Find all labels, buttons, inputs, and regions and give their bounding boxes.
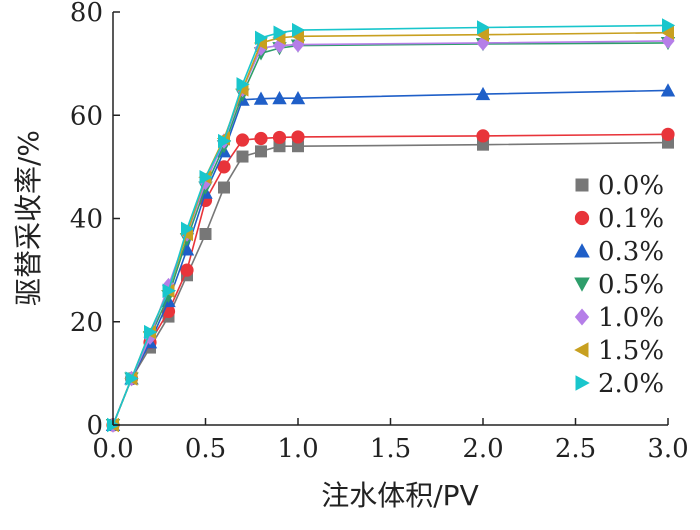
data-point: [292, 140, 304, 153]
data-point: [292, 22, 306, 38]
data-point: [199, 170, 213, 185]
legend-marker: [575, 375, 590, 391]
data-point: [272, 130, 287, 145]
data-point: [218, 133, 232, 149]
legend-label: 0.0%: [598, 171, 664, 201]
data-point: [236, 77, 250, 92]
series-line: [112, 89, 669, 426]
data-point: [254, 131, 268, 146]
y-tick-label: 40: [70, 205, 103, 235]
data-point: [662, 18, 676, 33]
legend-label: 0.1%: [598, 204, 664, 234]
legend-label: 0.3%: [598, 237, 664, 267]
data-point: [660, 83, 676, 97]
data-point: [181, 221, 195, 237]
series-line: [112, 24, 669, 426]
data-point: [218, 181, 230, 194]
x-tick-label: 0.0: [92, 434, 133, 464]
legend-label: 1.5%: [598, 336, 664, 366]
legend-marker: [574, 210, 590, 226]
legend-marker: [574, 308, 590, 326]
data-point: [162, 283, 176, 298]
data-point: [475, 27, 489, 42]
data-point: [199, 227, 212, 240]
data-point: [475, 86, 491, 101]
data-point: [290, 91, 306, 105]
data-point: [255, 30, 269, 46]
series-layer: [105, 18, 676, 433]
data-point: [476, 129, 490, 143]
data-point: [291, 130, 305, 144]
data-point: [217, 160, 231, 174]
legend: 0.0%0.1%0.3%0.5%1.0%1.5%2.0%: [574, 171, 664, 399]
data-point: [477, 20, 491, 35]
data-point: [125, 371, 139, 386]
data-point: [253, 91, 269, 105]
data-point: [198, 174, 213, 191]
y-tick-label: 60: [70, 101, 103, 131]
legend-marker: [574, 277, 590, 292]
legend-marker: [575, 178, 589, 192]
x-axis-title: 注水体积/PV: [321, 479, 478, 512]
series-0.0%: [107, 136, 674, 431]
legend-label: 0.5%: [598, 270, 664, 300]
data-point: [180, 263, 194, 277]
data-point: [660, 25, 674, 40]
data-point: [236, 150, 249, 163]
legend-label: 2.0%: [598, 369, 664, 399]
x-tick-label: 1.0: [277, 434, 318, 464]
data-point: [235, 133, 250, 147]
legend-marker: [574, 243, 590, 258]
y-tick-label: 0: [86, 411, 103, 441]
x-tick-label: 0.5: [185, 434, 226, 464]
data-point: [255, 145, 267, 158]
x-tick-label: 1.5: [370, 434, 411, 464]
x-tick-label: 2.5: [555, 434, 596, 464]
data-point: [273, 25, 287, 40]
data-point: [272, 91, 287, 105]
legend-label: 1.0%: [598, 303, 664, 333]
y-tick-label: 80: [70, 0, 103, 28]
data-point: [144, 324, 158, 340]
legend-marker: [574, 342, 589, 358]
y-axis-title: 驱替采收率/%: [12, 130, 45, 306]
data-point: [661, 127, 675, 141]
axes: 0.0 0.5 1.0 1.5 2.0 2.5 3.0 0 20 40 60 80: [70, 0, 689, 464]
data-point: [290, 29, 304, 44]
x-tick-label: 3.0: [647, 434, 688, 464]
y-tick-label: 20: [70, 308, 103, 338]
x-tick-label: 2.0: [462, 434, 503, 464]
